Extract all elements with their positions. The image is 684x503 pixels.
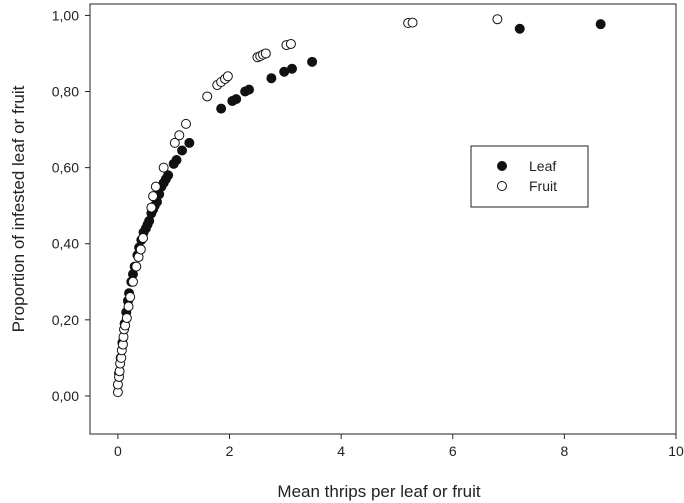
y-axis-ticks: 0,00 0,20 0,40 0,60 0,80 1,00	[52, 7, 90, 404]
fruit-data-point	[202, 91, 213, 102]
x-axis-ticks: 0 2 4 6 8 10	[114, 434, 684, 459]
plot-frame	[89, 3, 677, 435]
x-tick-label: 0	[114, 443, 122, 459]
fruit-data-point	[127, 276, 138, 287]
legend-fruit-label: Fruit	[529, 178, 557, 194]
fruit-data-point	[135, 244, 146, 255]
fruit-data-point	[407, 17, 418, 28]
y-tick-label: 0,00	[52, 388, 79, 404]
fruit-data-point	[123, 301, 134, 312]
leaf-data-point	[595, 19, 606, 30]
y-tick-label: 0,20	[52, 312, 79, 328]
leaf-data-point	[266, 73, 277, 84]
fruit-data-point	[169, 137, 180, 148]
y-tick-label: 0,80	[52, 84, 79, 100]
leaf-data-point	[514, 23, 525, 34]
leaf-data-point	[171, 155, 182, 166]
legend-leaf-label: Leaf	[529, 158, 556, 174]
leaf-data-point	[231, 94, 242, 105]
fruit-data-point	[492, 14, 503, 25]
fruit-data-point	[285, 38, 296, 49]
x-tick-label: 2	[226, 443, 234, 459]
data-points	[112, 14, 606, 398]
leaf-data-point	[177, 145, 188, 156]
leaf-data-point	[307, 56, 318, 67]
fruit-data-point	[158, 162, 169, 173]
x-tick-label: 4	[337, 443, 345, 459]
y-axis-title: Proportion of infested leaf or fruit	[9, 85, 28, 332]
fruit-data-point	[121, 312, 132, 323]
x-tick-label: 8	[560, 443, 568, 459]
legend-box	[470, 145, 589, 208]
leaf-data-point	[163, 170, 174, 181]
fruit-data-point	[174, 130, 185, 141]
fruit-data-point	[131, 261, 142, 272]
y-tick-label: 0,40	[52, 236, 79, 252]
x-tick-label: 10	[668, 443, 684, 459]
legend-leaf-marker	[497, 161, 507, 171]
leaf-data-point	[216, 103, 227, 114]
x-tick-label: 6	[449, 443, 457, 459]
fruit-data-point	[148, 191, 159, 202]
legend-fruit-marker	[497, 181, 507, 191]
fruit-data-point	[125, 292, 136, 303]
leaf-data-point	[244, 84, 255, 95]
fruit-data-point	[180, 118, 191, 129]
leaf-data-point	[184, 137, 195, 148]
y-tick-label: 1,00	[52, 7, 79, 23]
y-tick-label: 0,60	[52, 160, 79, 176]
legend: Leaf Fruit	[470, 145, 589, 208]
x-axis-title: Mean thrips per leaf or fruit	[277, 482, 480, 501]
fruit-data-point	[260, 48, 271, 59]
fruit-data-point	[146, 202, 157, 213]
fruit-data-point	[150, 181, 161, 192]
fruit-data-point	[138, 233, 149, 244]
leaf-data-point	[287, 63, 298, 74]
fruit-data-point	[222, 71, 233, 82]
